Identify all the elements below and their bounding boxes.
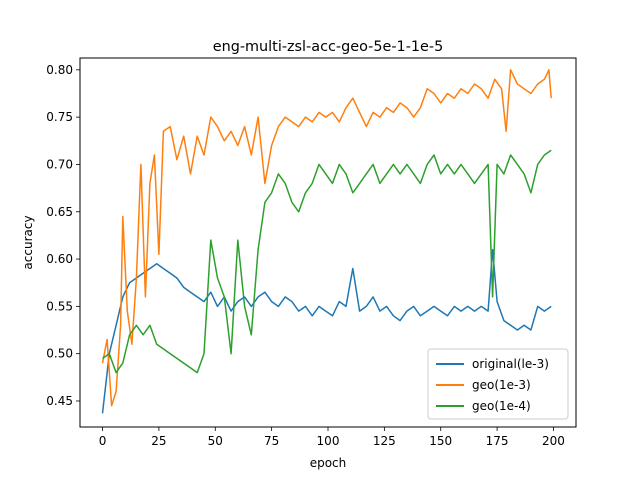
y-tick-label: 0.80	[46, 63, 73, 77]
legend-label: geo(1e-3)	[472, 378, 531, 392]
y-tick-label: 0.60	[46, 252, 73, 266]
x-tick-label: 100	[317, 434, 340, 448]
x-tick-label: 150	[429, 434, 452, 448]
chart-title: eng-multi-zsl-acc-geo-5e-1-1e-5	[213, 39, 444, 55]
x-tick-label: 200	[542, 434, 565, 448]
x-tick-label: 175	[486, 434, 509, 448]
y-axis: 0.45 0.50 0.55 0.60 0.65 0.70 0.75 0.80	[46, 63, 80, 408]
x-tick-label: 125	[373, 434, 396, 448]
x-tick-label: 25	[151, 434, 166, 448]
x-tick-label: 50	[208, 434, 223, 448]
series-line-2	[101, 69, 552, 407]
plot-lines	[101, 69, 552, 414]
y-tick-label: 0.75	[46, 110, 73, 124]
y-tick-label: 0.45	[46, 394, 73, 408]
legend-label: geo(1e-4)	[472, 399, 531, 413]
y-tick-label: 0.65	[46, 205, 73, 219]
x-tick-label: 75	[264, 434, 279, 448]
x-axis-label: epoch	[310, 456, 347, 470]
legend-box	[427, 348, 569, 420]
legend: original(le-3) geo(1e-3) geo(1e-4)	[427, 348, 569, 420]
x-axis: 0 25 50 75 100 125 150 175 200	[99, 427, 565, 448]
y-tick-label: 0.70	[46, 157, 73, 171]
series-line-1	[101, 248, 552, 414]
legend-label: original(le-3)	[472, 357, 549, 371]
y-axis-label: accuracy	[21, 215, 35, 269]
x-tick-label: 0	[99, 434, 107, 448]
y-tick-label: 0.50	[46, 347, 73, 361]
series-line-3	[102, 149, 552, 374]
y-tick-label: 0.55	[46, 299, 73, 313]
